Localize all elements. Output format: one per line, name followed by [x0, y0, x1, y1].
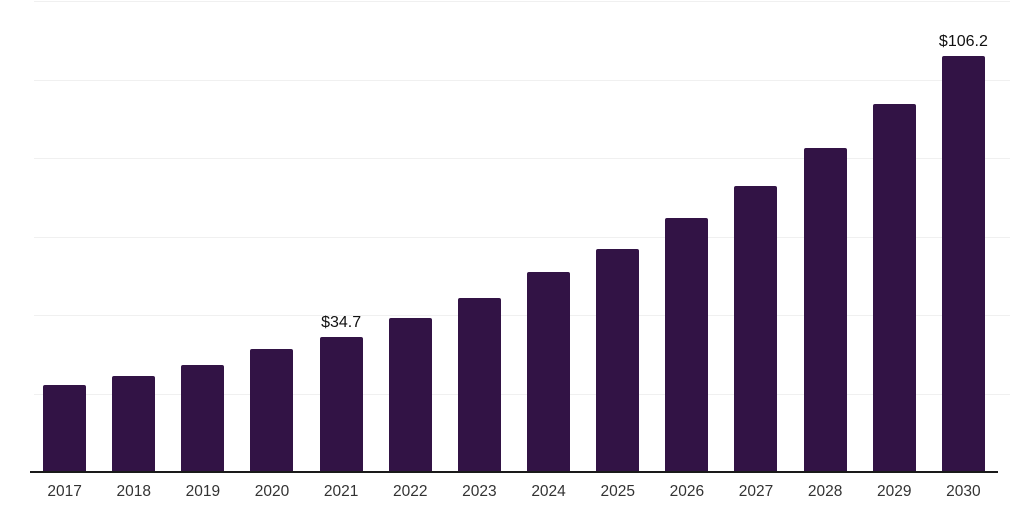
bar-cell-2030: $106.2 [929, 2, 998, 473]
x-axis-label-2028: 2028 [807, 483, 843, 500]
bar-2020 [250, 348, 294, 473]
x-axis-label-2029: 2029 [877, 483, 912, 500]
bars-row: $34.7 $106.2 [30, 2, 998, 473]
bar-2018 [112, 375, 156, 473]
bar-2027 [734, 185, 778, 473]
bar-cell-2027 [721, 2, 790, 473]
bar-cell-2028 [791, 2, 860, 473]
x-axis-label-2020: 2020 [254, 483, 290, 500]
gridline-80 [34, 158, 1010, 160]
bar-cell-2029 [860, 2, 929, 473]
x-axis: 2017 2018 2019 2020 2021 2022 2023 2024 2025 2026… [30, 475, 998, 509]
bar-2023 [457, 297, 501, 473]
x-axis-label-2025: 2025 [600, 483, 635, 500]
x-axis-label-2017: 2017 [47, 483, 82, 500]
gridline-100 [34, 79, 1010, 81]
x-axis-label-2018: 2018 [116, 483, 151, 500]
bar-2026 [665, 218, 709, 473]
bar-value-label-2021: $34.7 [321, 313, 362, 331]
x-axis-label-2022: 2022 [393, 483, 428, 500]
x-axis-label-2023: 2023 [462, 483, 497, 500]
gridline-20 [34, 393, 1010, 395]
bar-cell-2026 [652, 2, 721, 473]
bar-2029 [872, 104, 916, 473]
bar-cell-2024 [514, 2, 583, 473]
x-axis-label-2030: 2030 [946, 483, 981, 500]
gridline-120 [34, 1, 1010, 2]
bar-cell-2020 [237, 2, 306, 473]
x-axis-label-2019: 2019 [185, 483, 221, 500]
gridline-40 [34, 315, 1010, 317]
bar-2025 [596, 248, 640, 473]
bar-cell-2022 [376, 2, 445, 473]
x-axis-label-2024: 2024 [531, 483, 566, 500]
bar-2019 [181, 364, 225, 473]
gridline-60 [34, 236, 1010, 238]
bar-2021 [319, 336, 363, 473]
plot-area: $34.7 $106.2 [30, 1, 1010, 473]
x-axis-label-2027: 2027 [738, 483, 774, 500]
bar-cell-2025 [583, 2, 652, 473]
bar-cell-2019 [168, 2, 237, 473]
bar-2017 [43, 385, 87, 473]
bar-2024 [527, 272, 571, 473]
x-axis-line [30, 471, 998, 473]
bar-2028 [803, 147, 847, 473]
x-axis-label-2026: 2026 [669, 483, 705, 500]
bar-cell-2023 [445, 2, 514, 473]
x-axis-label-2021: 2021 [323, 483, 359, 500]
bar-2030 [941, 56, 985, 473]
bar-cell-2017 [30, 2, 99, 473]
bar-value-label-2030: $106.2 [938, 33, 988, 51]
bar-2022 [388, 317, 432, 473]
bar-cell-2018 [99, 2, 168, 473]
bar-cell-2021: $34.7 [307, 2, 376, 473]
